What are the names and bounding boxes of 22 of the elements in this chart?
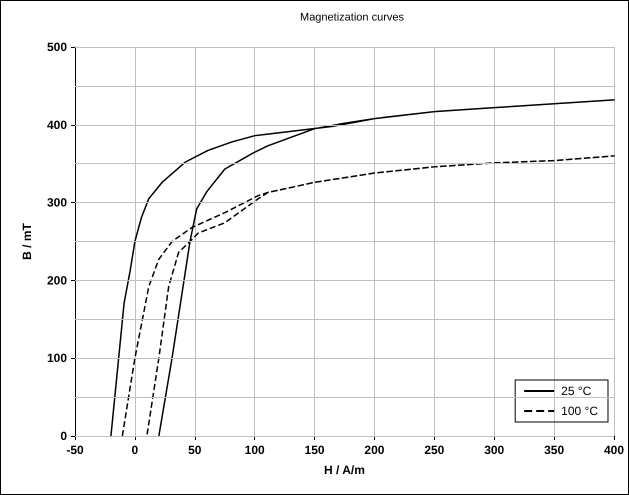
y-tick-label: 400: [46, 118, 68, 132]
chart-title: Magnetization curves: [300, 12, 404, 24]
y-tick-label: 100: [46, 351, 68, 366]
x-tick-label: 0: [132, 443, 139, 457]
legend-label: 100 °C: [561, 404, 598, 418]
x-tick-label: 100: [244, 443, 265, 457]
legend-label: 25 °C: [561, 384, 592, 398]
y-axis-title: B / mT: [20, 222, 34, 260]
y-tick-label: 500: [46, 40, 68, 54]
x-tick-label: 150: [304, 443, 325, 457]
x-tick-label: -50: [66, 443, 84, 457]
y-tick-label: 0: [60, 429, 68, 443]
y-tick-label: 200: [46, 273, 68, 288]
x-tick-label: 350: [544, 443, 564, 457]
x-axis-title: H / A/m: [324, 463, 365, 477]
line-series: [110, 99, 615, 437]
x-tick-label: 300: [484, 443, 505, 457]
x-tick-label: 50: [188, 443, 202, 457]
y-tick-label: 300: [46, 196, 68, 210]
x-tick-label: 250: [424, 443, 445, 457]
x-tick-label: 400: [604, 443, 624, 457]
x-tick-label: 200: [364, 443, 385, 457]
